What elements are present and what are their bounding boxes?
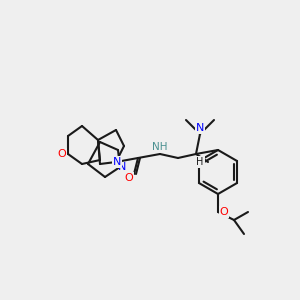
Text: N: N [113, 157, 121, 167]
Text: O: O [220, 207, 228, 217]
Text: O: O [58, 149, 66, 159]
Text: NH: NH [152, 142, 168, 152]
Text: N: N [118, 162, 126, 172]
Text: N: N [196, 123, 204, 133]
Text: O: O [124, 173, 134, 183]
Text: H: H [196, 157, 204, 167]
